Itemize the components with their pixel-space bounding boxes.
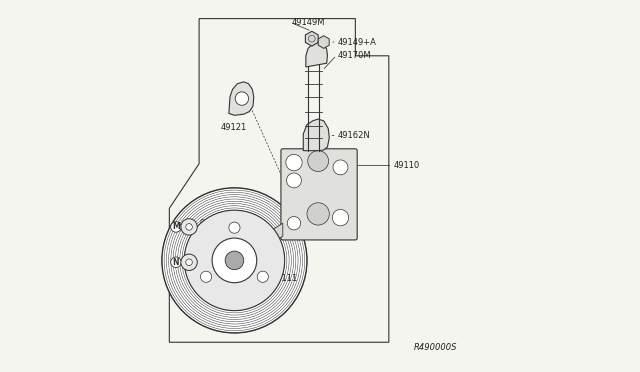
Circle shape	[184, 210, 285, 311]
Text: R490000S: R490000S	[414, 343, 458, 352]
Circle shape	[212, 238, 257, 283]
Text: 49149M: 49149M	[291, 18, 325, 27]
Circle shape	[181, 254, 197, 270]
Circle shape	[200, 271, 212, 282]
Circle shape	[307, 203, 330, 225]
Circle shape	[162, 188, 307, 333]
Text: 49111: 49111	[271, 274, 298, 283]
Polygon shape	[305, 31, 318, 46]
Circle shape	[287, 173, 301, 188]
Circle shape	[235, 92, 248, 105]
Polygon shape	[229, 82, 254, 115]
Polygon shape	[303, 119, 330, 151]
Circle shape	[286, 154, 302, 171]
Circle shape	[287, 217, 301, 230]
Text: 49121: 49121	[221, 123, 247, 132]
Polygon shape	[306, 42, 328, 67]
Text: N: N	[173, 258, 179, 267]
Circle shape	[257, 271, 268, 282]
Text: 08915-1421A: 08915-1421A	[199, 219, 250, 228]
Circle shape	[186, 259, 193, 266]
Circle shape	[225, 251, 244, 270]
Text: 49110: 49110	[394, 161, 420, 170]
Polygon shape	[318, 36, 329, 48]
Circle shape	[186, 224, 193, 230]
Circle shape	[308, 151, 328, 171]
Text: 49170M: 49170M	[338, 51, 371, 60]
Circle shape	[181, 219, 197, 235]
Circle shape	[333, 160, 348, 175]
Text: (1): (1)	[202, 225, 213, 234]
Circle shape	[229, 222, 240, 233]
Text: 49162N: 49162N	[338, 131, 371, 140]
Text: 49149+A: 49149+A	[338, 38, 377, 46]
Circle shape	[332, 209, 349, 226]
Text: 08911-6421A: 08911-6421A	[199, 254, 250, 263]
Text: (1): (1)	[202, 261, 213, 270]
Polygon shape	[234, 223, 283, 267]
FancyBboxPatch shape	[281, 149, 357, 240]
Text: M: M	[172, 222, 180, 231]
